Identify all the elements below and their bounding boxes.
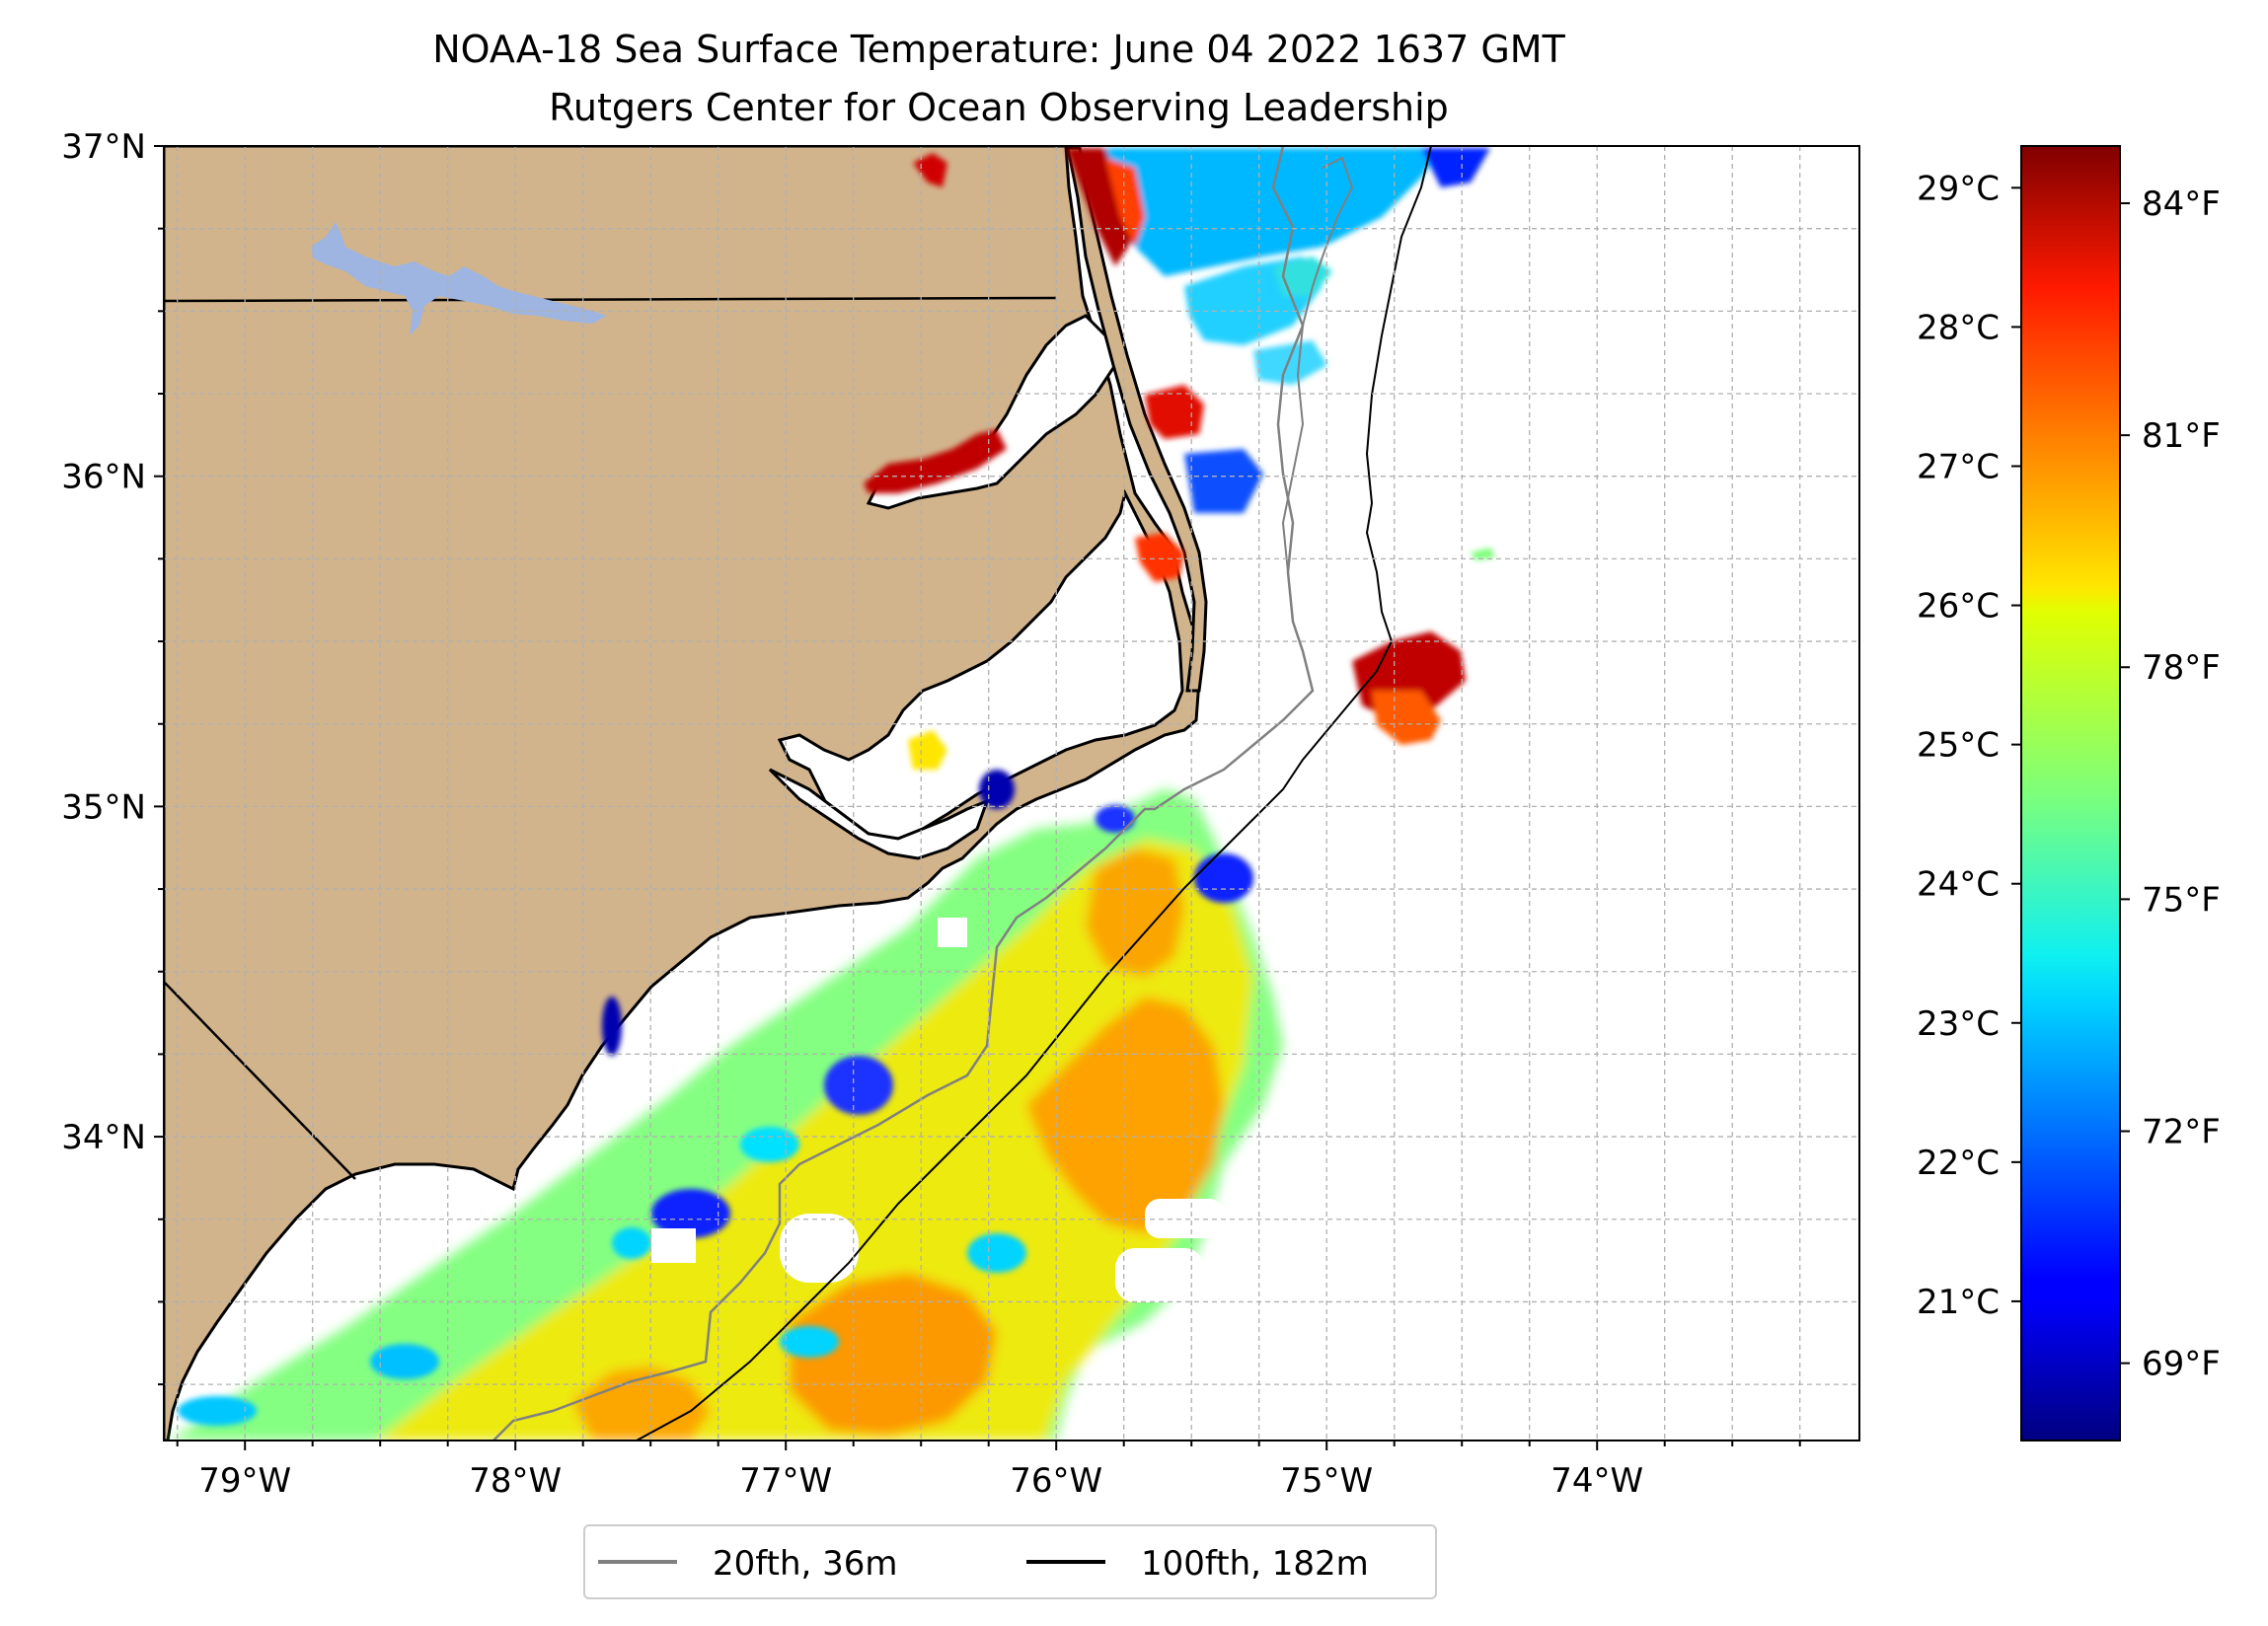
sst-cool-spot bbox=[178, 1396, 257, 1426]
isobath-100fth bbox=[636, 146, 1432, 1441]
kerr-lake bbox=[311, 222, 607, 335]
cloud-gap bbox=[780, 1214, 859, 1283]
sst-cool-spot bbox=[967, 1233, 1026, 1273]
sst-cool-spot bbox=[370, 1344, 439, 1379]
colorbar-celsius-ticks: 21°C 22°C 23°C 24°C 25°C 26°C 27°C 28°C 29°C bbox=[1917, 169, 2021, 1322]
pamlico-sound bbox=[777, 488, 1184, 841]
sst-warm-core-4 bbox=[572, 1367, 711, 1441]
sst-cool-spot bbox=[979, 770, 1015, 809]
colorbar-fahrenheit-ticks: 69°F 72°F 75°F 78°F 81°F 84°F bbox=[2120, 185, 2221, 1384]
sst-cool-spot bbox=[651, 1189, 730, 1238]
lat-tick-label: 34°N bbox=[61, 1118, 146, 1157]
lon-axis: 79°W 78°W 77°W 76°W 75°W 74°W bbox=[176, 1441, 1801, 1501]
isobath-20fth-loop bbox=[1281, 156, 1354, 573]
celsius-tick-label: 29°C bbox=[1917, 169, 2000, 208]
fahrenheit-tick-label: 81°F bbox=[2142, 416, 2221, 456]
isobath-20fth bbox=[492, 146, 1315, 1441]
sst-sound-hot-1 bbox=[864, 429, 1007, 493]
sst-blue-patch bbox=[1184, 449, 1263, 513]
fahrenheit-tick-label: 69°F bbox=[2142, 1345, 2221, 1384]
celsius-tick-label: 23°C bbox=[1917, 1004, 2000, 1044]
sst-north-orange bbox=[1105, 158, 1145, 247]
celsius-tick-label: 27°C bbox=[1917, 447, 2000, 486]
fahrenheit-tick-label: 72°F bbox=[2142, 1112, 2221, 1151]
cloud-gap bbox=[938, 918, 967, 947]
fahrenheit-tick-label: 78°F bbox=[2142, 648, 2221, 688]
celsius-tick-label: 22°C bbox=[1917, 1144, 2000, 1183]
sst-cool-spot bbox=[612, 1227, 651, 1259]
lon-tick-label: 75°W bbox=[1280, 1461, 1373, 1501]
sst-cool-spot bbox=[740, 1127, 799, 1162]
sst-cool-spot bbox=[1194, 853, 1253, 903]
sst-offshore-warm bbox=[1372, 691, 1441, 745]
gridlines bbox=[164, 146, 1859, 1441]
legend-box bbox=[583, 1524, 1437, 1599]
cloud-gap bbox=[1253, 1194, 1313, 1228]
sst-north-deepblue bbox=[1421, 148, 1490, 187]
cloud-gap bbox=[1145, 1199, 1224, 1238]
fahrenheit-tick-label: 84°F bbox=[2142, 185, 2221, 224]
nc-sc-border bbox=[164, 981, 356, 1180]
title-line-2: Rutgers Center for Ocean Observing Leade… bbox=[549, 86, 1449, 129]
sst-red-patch-2 bbox=[1135, 533, 1184, 582]
lon-tick-label: 77°W bbox=[739, 1461, 832, 1501]
sst-warm-core-1 bbox=[1026, 997, 1224, 1233]
sst-warm-core-3 bbox=[1086, 849, 1184, 977]
legend: 20fth, 36m 100fth, 182m bbox=[583, 1524, 1437, 1599]
celsius-tick-label: 26°C bbox=[1917, 587, 2000, 627]
lon-tick-label: 78°W bbox=[469, 1461, 562, 1501]
sst-data-layer bbox=[164, 148, 1495, 1441]
celsius-tick-label: 24°C bbox=[1917, 865, 2000, 905]
sst-offshore-green bbox=[1471, 548, 1495, 560]
cloud-gap bbox=[1115, 1248, 1204, 1302]
lat-tick-label: 37°N bbox=[61, 127, 146, 167]
sst-north-cool bbox=[1096, 148, 1441, 276]
sst-shelf-cyan-3 bbox=[1253, 340, 1327, 385]
sst-shelf-yellow bbox=[375, 839, 1253, 1441]
sst-cool-spot bbox=[1096, 805, 1135, 833]
legend-label-20fth: 20fth, 36m bbox=[713, 1544, 898, 1584]
legend-label-100fth: 100fth, 182m bbox=[1141, 1544, 1369, 1584]
outer-banks bbox=[1066, 146, 1208, 693]
sst-cool-spot bbox=[780, 1326, 839, 1358]
map-panel bbox=[164, 146, 1859, 1441]
sst-sound-mixed bbox=[908, 730, 947, 770]
map-frame bbox=[163, 145, 1860, 1441]
colorbar-gradient bbox=[2020, 145, 2121, 1441]
sst-warm-core-2 bbox=[790, 1273, 997, 1436]
celsius-tick-label: 28°C bbox=[1917, 308, 2000, 347]
celsius-tick-label: 25°C bbox=[1917, 726, 2000, 766]
cloud-gap bbox=[651, 1228, 696, 1263]
title-line-1: NOAA-18 Sea Surface Temperature: June 04… bbox=[432, 28, 1565, 71]
fahrenheit-tick-label: 75°F bbox=[2142, 880, 2221, 920]
sst-sound-hot-2 bbox=[913, 153, 947, 187]
sst-cool-spot bbox=[602, 997, 622, 1056]
lat-tick-label: 35°N bbox=[61, 787, 146, 827]
lat-axis: 37°N 36°N 35°N 34°N bbox=[61, 127, 164, 1386]
sst-cool-spot bbox=[824, 1056, 893, 1115]
lon-tick-label: 76°W bbox=[1010, 1461, 1102, 1501]
sst-north-hot bbox=[1066, 148, 1135, 266]
celsius-tick-label: 21°C bbox=[1917, 1283, 2000, 1322]
lon-tick-label: 79°W bbox=[198, 1461, 291, 1501]
colorbar: 21°C 22°C 23°C 24°C 25°C 26°C 27°C 28°C 29°C 69°… bbox=[1917, 145, 2221, 1441]
lat-tick-label: 36°N bbox=[61, 458, 146, 497]
sst-red-patch-1 bbox=[1145, 385, 1204, 439]
lon-tick-label: 74°W bbox=[1550, 1461, 1643, 1501]
